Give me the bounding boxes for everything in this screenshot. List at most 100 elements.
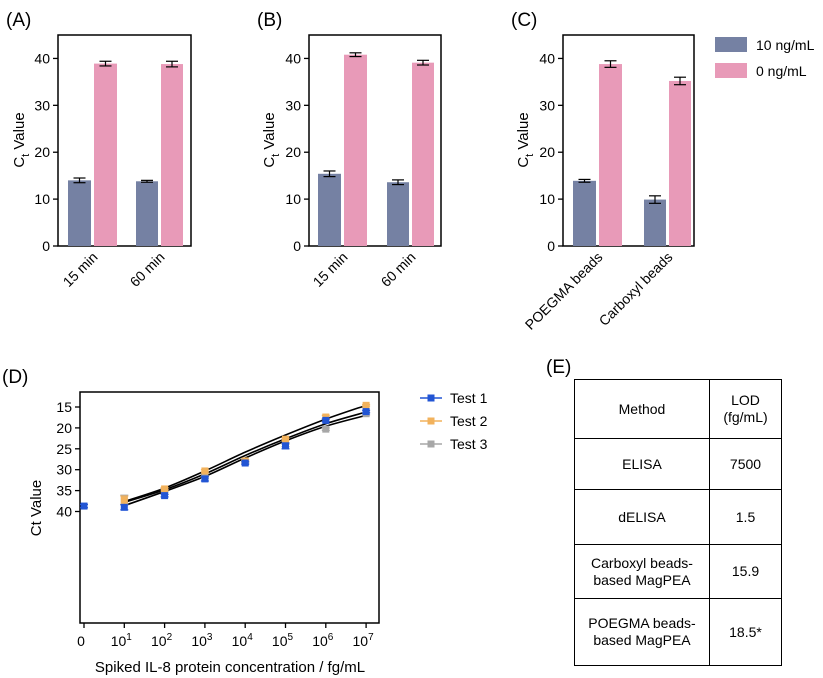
x-tick-label: 15 min bbox=[310, 249, 351, 290]
y-axis-label: Ct Value bbox=[28, 480, 45, 536]
legend-swatch bbox=[715, 37, 747, 52]
legend-marker bbox=[427, 417, 435, 425]
y-tick-label: 40 bbox=[539, 50, 555, 66]
panel-label: (A) bbox=[6, 10, 31, 31]
y-axis-label: Ct Value bbox=[515, 112, 536, 167]
x-tick-label: 106 bbox=[312, 632, 334, 649]
x-tick-label: 101 bbox=[111, 632, 133, 649]
y-axis-label: Ct Value bbox=[261, 112, 282, 167]
bar bbox=[161, 64, 183, 247]
x-tick-label: 105 bbox=[272, 632, 294, 649]
legend-label: Test 3 bbox=[450, 436, 488, 452]
y-axis-label: Ct Value bbox=[11, 112, 32, 167]
bar bbox=[344, 54, 367, 247]
y-tick-label: 30 bbox=[34, 97, 50, 113]
bar bbox=[68, 180, 91, 246]
panel-label: (C) bbox=[511, 10, 537, 31]
legend-label: 10 ng/mL bbox=[756, 37, 815, 53]
bar bbox=[573, 180, 596, 246]
legend-marker bbox=[427, 394, 435, 402]
data-point bbox=[282, 435, 289, 443]
x-tick-label: 0 bbox=[77, 633, 85, 649]
y-tick-label: 10 bbox=[539, 191, 555, 207]
y-tick-label: 10 bbox=[285, 191, 301, 207]
data-point bbox=[161, 492, 169, 500]
data-point bbox=[120, 503, 128, 511]
y-axis-label-text: Ct Value bbox=[515, 112, 536, 167]
bar bbox=[136, 181, 158, 246]
y-tick-label: 15 bbox=[56, 399, 72, 415]
data-point bbox=[282, 442, 289, 450]
table-header-row: Method LOD (fg/mL) bbox=[574, 379, 782, 439]
table-row: dELISA 1.5 bbox=[574, 489, 782, 545]
table-row: POEGMA beads-based MagPEA 18.5* bbox=[574, 598, 782, 666]
x-tick-label: POEGMA beads bbox=[522, 249, 606, 333]
data-point bbox=[322, 416, 330, 424]
legend-label: Test 2 bbox=[450, 413, 488, 429]
lod-table: Method LOD (fg/mL) ELISA 7500 dELISA 1.5… bbox=[574, 379, 782, 666]
legend-label: Test 1 bbox=[450, 390, 488, 406]
bar bbox=[669, 80, 691, 246]
data-point bbox=[80, 502, 88, 510]
y-tick-label: 0 bbox=[547, 238, 555, 254]
y-tick-label: 25 bbox=[56, 441, 72, 457]
plot-frame bbox=[57, 34, 192, 247]
data-point bbox=[322, 425, 330, 433]
data-point bbox=[362, 408, 370, 416]
data-point bbox=[161, 485, 169, 493]
table-cell-lod: 15.9 bbox=[709, 544, 782, 599]
bar bbox=[94, 63, 117, 247]
fit-curve bbox=[124, 404, 367, 503]
panel-label: (D) bbox=[2, 367, 28, 388]
panel-label: (B) bbox=[257, 10, 282, 31]
y-tick-label: 10 bbox=[34, 191, 50, 207]
y-tick-label: 30 bbox=[285, 97, 301, 113]
data-point bbox=[241, 459, 249, 467]
bar bbox=[387, 182, 409, 246]
y-axis-label-text: Ct Value bbox=[11, 112, 32, 167]
table-cell-lod: 7500 bbox=[709, 438, 782, 490]
data-point bbox=[362, 401, 370, 409]
x-tick-label: 60 min bbox=[378, 249, 419, 290]
x-tick-label: 104 bbox=[232, 632, 254, 649]
data-point bbox=[201, 467, 209, 475]
x-tick-label: 102 bbox=[151, 632, 173, 649]
data-point bbox=[201, 475, 209, 483]
y-tick-label: 40 bbox=[56, 504, 72, 520]
table-cell-method: ELISA bbox=[574, 438, 710, 490]
y-tick-label: 30 bbox=[539, 97, 555, 113]
y-tick-label: 40 bbox=[34, 50, 50, 66]
y-tick-label: 35 bbox=[56, 483, 72, 499]
y-tick-label: 40 bbox=[285, 50, 301, 66]
y-tick-label: 0 bbox=[42, 238, 50, 254]
table-row: ELISA 7500 bbox=[574, 438, 782, 490]
x-tick-label: 103 bbox=[191, 632, 213, 649]
table-cell-lod: 1.5 bbox=[709, 489, 782, 545]
y-tick-label: 0 bbox=[293, 238, 301, 254]
bar bbox=[644, 199, 666, 246]
x-tick-label: 15 min bbox=[60, 249, 101, 290]
bar bbox=[412, 62, 434, 246]
table-cell-method: Carboxyl beads-based MagPEA bbox=[574, 544, 710, 599]
x-tick-label: 60 min bbox=[127, 249, 168, 290]
panel-e-label: (E) bbox=[546, 357, 572, 378]
table-cell-lod: 18.5* bbox=[709, 598, 782, 666]
y-tick-label: 20 bbox=[285, 144, 301, 160]
data-point bbox=[120, 496, 128, 504]
table-header-method: Method bbox=[574, 379, 710, 439]
table-cell-method: dELISA bbox=[574, 489, 710, 545]
legend-marker bbox=[427, 440, 435, 448]
table-header-lod: LOD (fg/mL) bbox=[709, 379, 782, 439]
legend-label: 0 ng/mL bbox=[756, 63, 807, 79]
y-tick-label: 30 bbox=[56, 462, 72, 478]
x-tick-label: Carboxyl beads bbox=[596, 249, 676, 329]
table-cell-method: POEGMA beads-based MagPEA bbox=[574, 598, 710, 666]
legend-swatch bbox=[715, 63, 747, 78]
y-axis-label-text: Ct Value bbox=[261, 112, 282, 167]
x-tick-label: 107 bbox=[353, 632, 375, 649]
table-row: Carboxyl beads-based MagPEA 15.9 bbox=[574, 544, 782, 599]
plot-frame bbox=[562, 34, 695, 247]
y-tick-label: 20 bbox=[56, 420, 72, 436]
x-axis-label: Spiked IL-8 protein concentration / fg/m… bbox=[95, 659, 365, 676]
